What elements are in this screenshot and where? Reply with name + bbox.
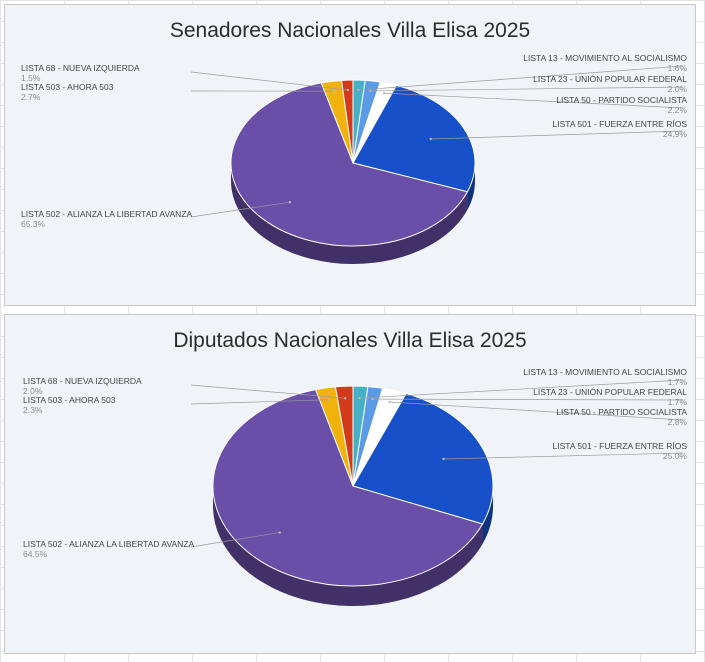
pie-slice-lista-68-nueva-izquierda (334, 385, 354, 487)
label-lista-503: LISTA 503 - AHORA 503 2.7% (21, 82, 114, 102)
pie-chart-svg (190, 65, 684, 264)
slice-side-lista-501-fuerza-entre-r-os (482, 486, 493, 544)
label-lista-50: LISTA 50 - PARTIDO SOCIALISTA 2.2% (556, 95, 687, 115)
leader-line-lista-501-fuerza-entre-r-os (430, 130, 684, 140)
leader-line-lista-50-partido-socialista (389, 401, 684, 421)
leader-line-lista-68-nueva-izquierda (190, 384, 346, 399)
slice-side-lista-501-fuerza-entre-r-os (467, 163, 475, 210)
label-lista-501: LISTA 501 - FUERZA ENTRE RÍOS 25.0% (552, 441, 687, 461)
label-lista-23: LISTA 23 - UNIÓN POPULAR FEDERAL 1.7% (533, 387, 687, 407)
chart-title: Diputados Nacionales Villa Elisa 2025 (173, 329, 527, 352)
pie-depth (231, 163, 475, 264)
label-lista-68: LISTA 68 - NUEVA IZQUIERDA 1.5% (21, 63, 140, 83)
leader-dot-lista-502-alianza-la-libertad-avanza (278, 531, 281, 534)
leader-dot-lista-501-fuerza-entre-r-os (429, 137, 432, 141)
pie-slice-lista-68-nueva-izquierda (340, 79, 354, 164)
leader-dot-lista-13-movimiento-al-socialismo (358, 396, 361, 400)
label-lista-502: LISTA 502 - ALIANZA LA LIBERTAD AVANZA 65… (21, 209, 193, 229)
leader-dot-lista-502-alianza-la-libertad-avanza (288, 200, 292, 204)
label-lista-13: LISTA 13 - MOVIMIENTO AL SOCIALISMO 1.7% (523, 367, 687, 387)
leader-line-lista-502-alianza-la-libertad-avanza (190, 201, 290, 218)
pie-slices (230, 79, 476, 247)
slice-side-lista-502-alianza-la-libertad-avanza (231, 163, 468, 264)
chart-senadores[interactable]: Senadores Nacionales Villa Elisa 2025 LI… (4, 4, 696, 306)
pie-slice-lista-501-fuerza-entre-r-os (352, 392, 494, 525)
label-lista-501: LISTA 501 - FUERZA ENTRE RÍOS 24.9% (552, 119, 687, 139)
pie-slice-lista-502-alianza-la-libertad-avanza (230, 82, 469, 247)
label-lista-23: LISTA 23 - UNIÓN POPULAR FEDERAL 2.0% (533, 74, 687, 94)
leader-line-lista-503-ahora-503 (190, 399, 329, 405)
leader-dot-lista-503-ahora-503 (327, 398, 330, 401)
leader-lines (190, 379, 684, 548)
pie-slice-lista-501-fuerza-entre-r-os (352, 84, 476, 193)
leader-line-lista-68-nueva-izquierda (190, 71, 348, 91)
leader-dot-lista-23-uni-n-popular-federal (371, 397, 374, 401)
leader-line-lista-13-movimiento-al-socialismo (358, 65, 684, 91)
chart-diputados[interactable]: Diputados Nacionales Villa Elisa 2025 LI… (4, 314, 696, 654)
leader-dot-lista-50-partido-socialista (388, 400, 391, 404)
pie-chart-svg (190, 379, 684, 606)
label-lista-502: LISTA 502 - ALIANZA LA LIBERTAD AVANZA 64… (23, 539, 195, 559)
leader-dot-lista-501-fuerza-entre-r-os (442, 457, 445, 461)
pie-slices (212, 385, 494, 587)
leader-dot-lista-50-partido-socialista (382, 91, 386, 95)
leader-dot-lista-23-uni-n-popular-federal (369, 89, 372, 93)
leader-line-lista-13-movimiento-al-socialismo (359, 379, 684, 399)
leader-dot-lista-68-nueva-izquierda (346, 88, 350, 92)
label-lista-503: LISTA 503 - AHORA 503 2.3% (23, 395, 116, 415)
label-lista-50: LISTA 50 - PARTIDO SOCIALISTA 2.8% (556, 407, 687, 427)
label-lista-13: LISTA 13 - MOVIMIENTO AL SOCIALISMO 1.6% (523, 53, 687, 73)
leader-dot-lista-68-nueva-izquierda (344, 396, 347, 400)
leader-dot-lista-503-ahora-503 (332, 89, 336, 93)
label-lista-68: LISTA 68 - NUEVA IZQUIERDA 2.0% (23, 376, 142, 396)
chart-title: Senadores Nacionales Villa Elisa 2025 (169, 19, 531, 42)
leader-line-lista-501-fuerza-entre-r-os (443, 452, 684, 460)
pie-slice-lista-502-alianza-la-libertad-avanza (212, 389, 484, 587)
leader-line-lista-23-uni-n-popular-federal (372, 398, 684, 401)
leader-line-lista-502-alianza-la-libertad-avanza (190, 532, 280, 548)
leader-lines (190, 65, 684, 218)
leader-line-lista-50-partido-socialista (384, 92, 684, 109)
leader-dot-lista-13-movimiento-al-socialismo (357, 88, 360, 92)
leader-line-lista-23-uni-n-popular-federal (370, 86, 684, 92)
